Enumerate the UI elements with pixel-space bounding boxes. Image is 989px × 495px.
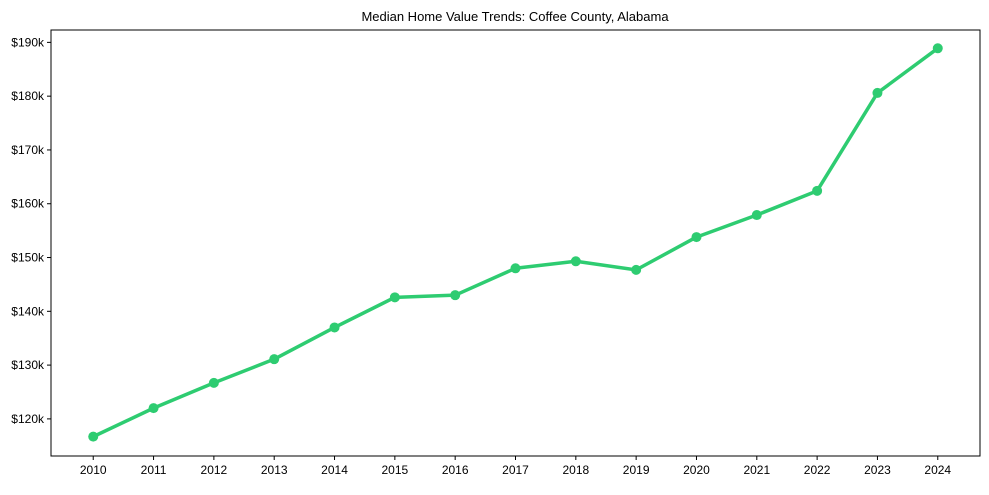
y-tick-label: $120k (11, 412, 45, 426)
x-tick-label: 2013 (261, 463, 288, 477)
data-point-2022 (812, 185, 823, 196)
x-tick-label: 2015 (381, 463, 408, 477)
data-point-2024 (932, 43, 943, 54)
y-tick-label: $150k (11, 251, 45, 265)
data-point-2013 (269, 354, 280, 365)
y-tick-label: $160k (11, 197, 45, 211)
chart-title: Median Home Value Trends: Coffee County,… (361, 9, 669, 24)
data-point-2012 (208, 377, 219, 388)
x-tick-label: 2020 (683, 463, 710, 477)
x-tick-label: 2019 (623, 463, 650, 477)
data-point-2019 (631, 264, 642, 275)
y-tick-label: $170k (11, 143, 45, 157)
x-tick-label: 2017 (502, 463, 529, 477)
x-tick-label: 2024 (924, 463, 951, 477)
data-point-2020 (691, 232, 702, 243)
series-line (92, 46, 939, 439)
y-tick-label: $180k (11, 89, 45, 103)
y-tick-label: $130k (11, 358, 45, 372)
x-tick-label: 2023 (864, 463, 891, 477)
data-point-2017 (510, 263, 521, 274)
x-tick-label: 2018 (562, 463, 589, 477)
x-tick-label: 2010 (80, 463, 107, 477)
x-tick-label: 2014 (321, 463, 348, 477)
y-tick-label: $140k (11, 304, 45, 318)
data-point-2011 (148, 403, 159, 414)
data-point-2023 (872, 87, 883, 98)
plot-frame (50, 29, 981, 457)
data-point-2018 (570, 256, 581, 267)
x-tick-label: 2021 (743, 463, 770, 477)
data-point-2021 (751, 210, 762, 221)
data-point-2016 (450, 290, 461, 301)
data-point-2010 (88, 431, 99, 442)
data-point-2015 (389, 292, 400, 303)
x-tick-label: 2016 (442, 463, 469, 477)
x-tick-label: 2012 (201, 463, 228, 477)
x-tick-label: 2011 (141, 463, 167, 477)
data-point-2014 (329, 322, 340, 333)
x-tick-label: 2022 (804, 463, 831, 477)
y-tick-label: $190k (11, 35, 45, 49)
